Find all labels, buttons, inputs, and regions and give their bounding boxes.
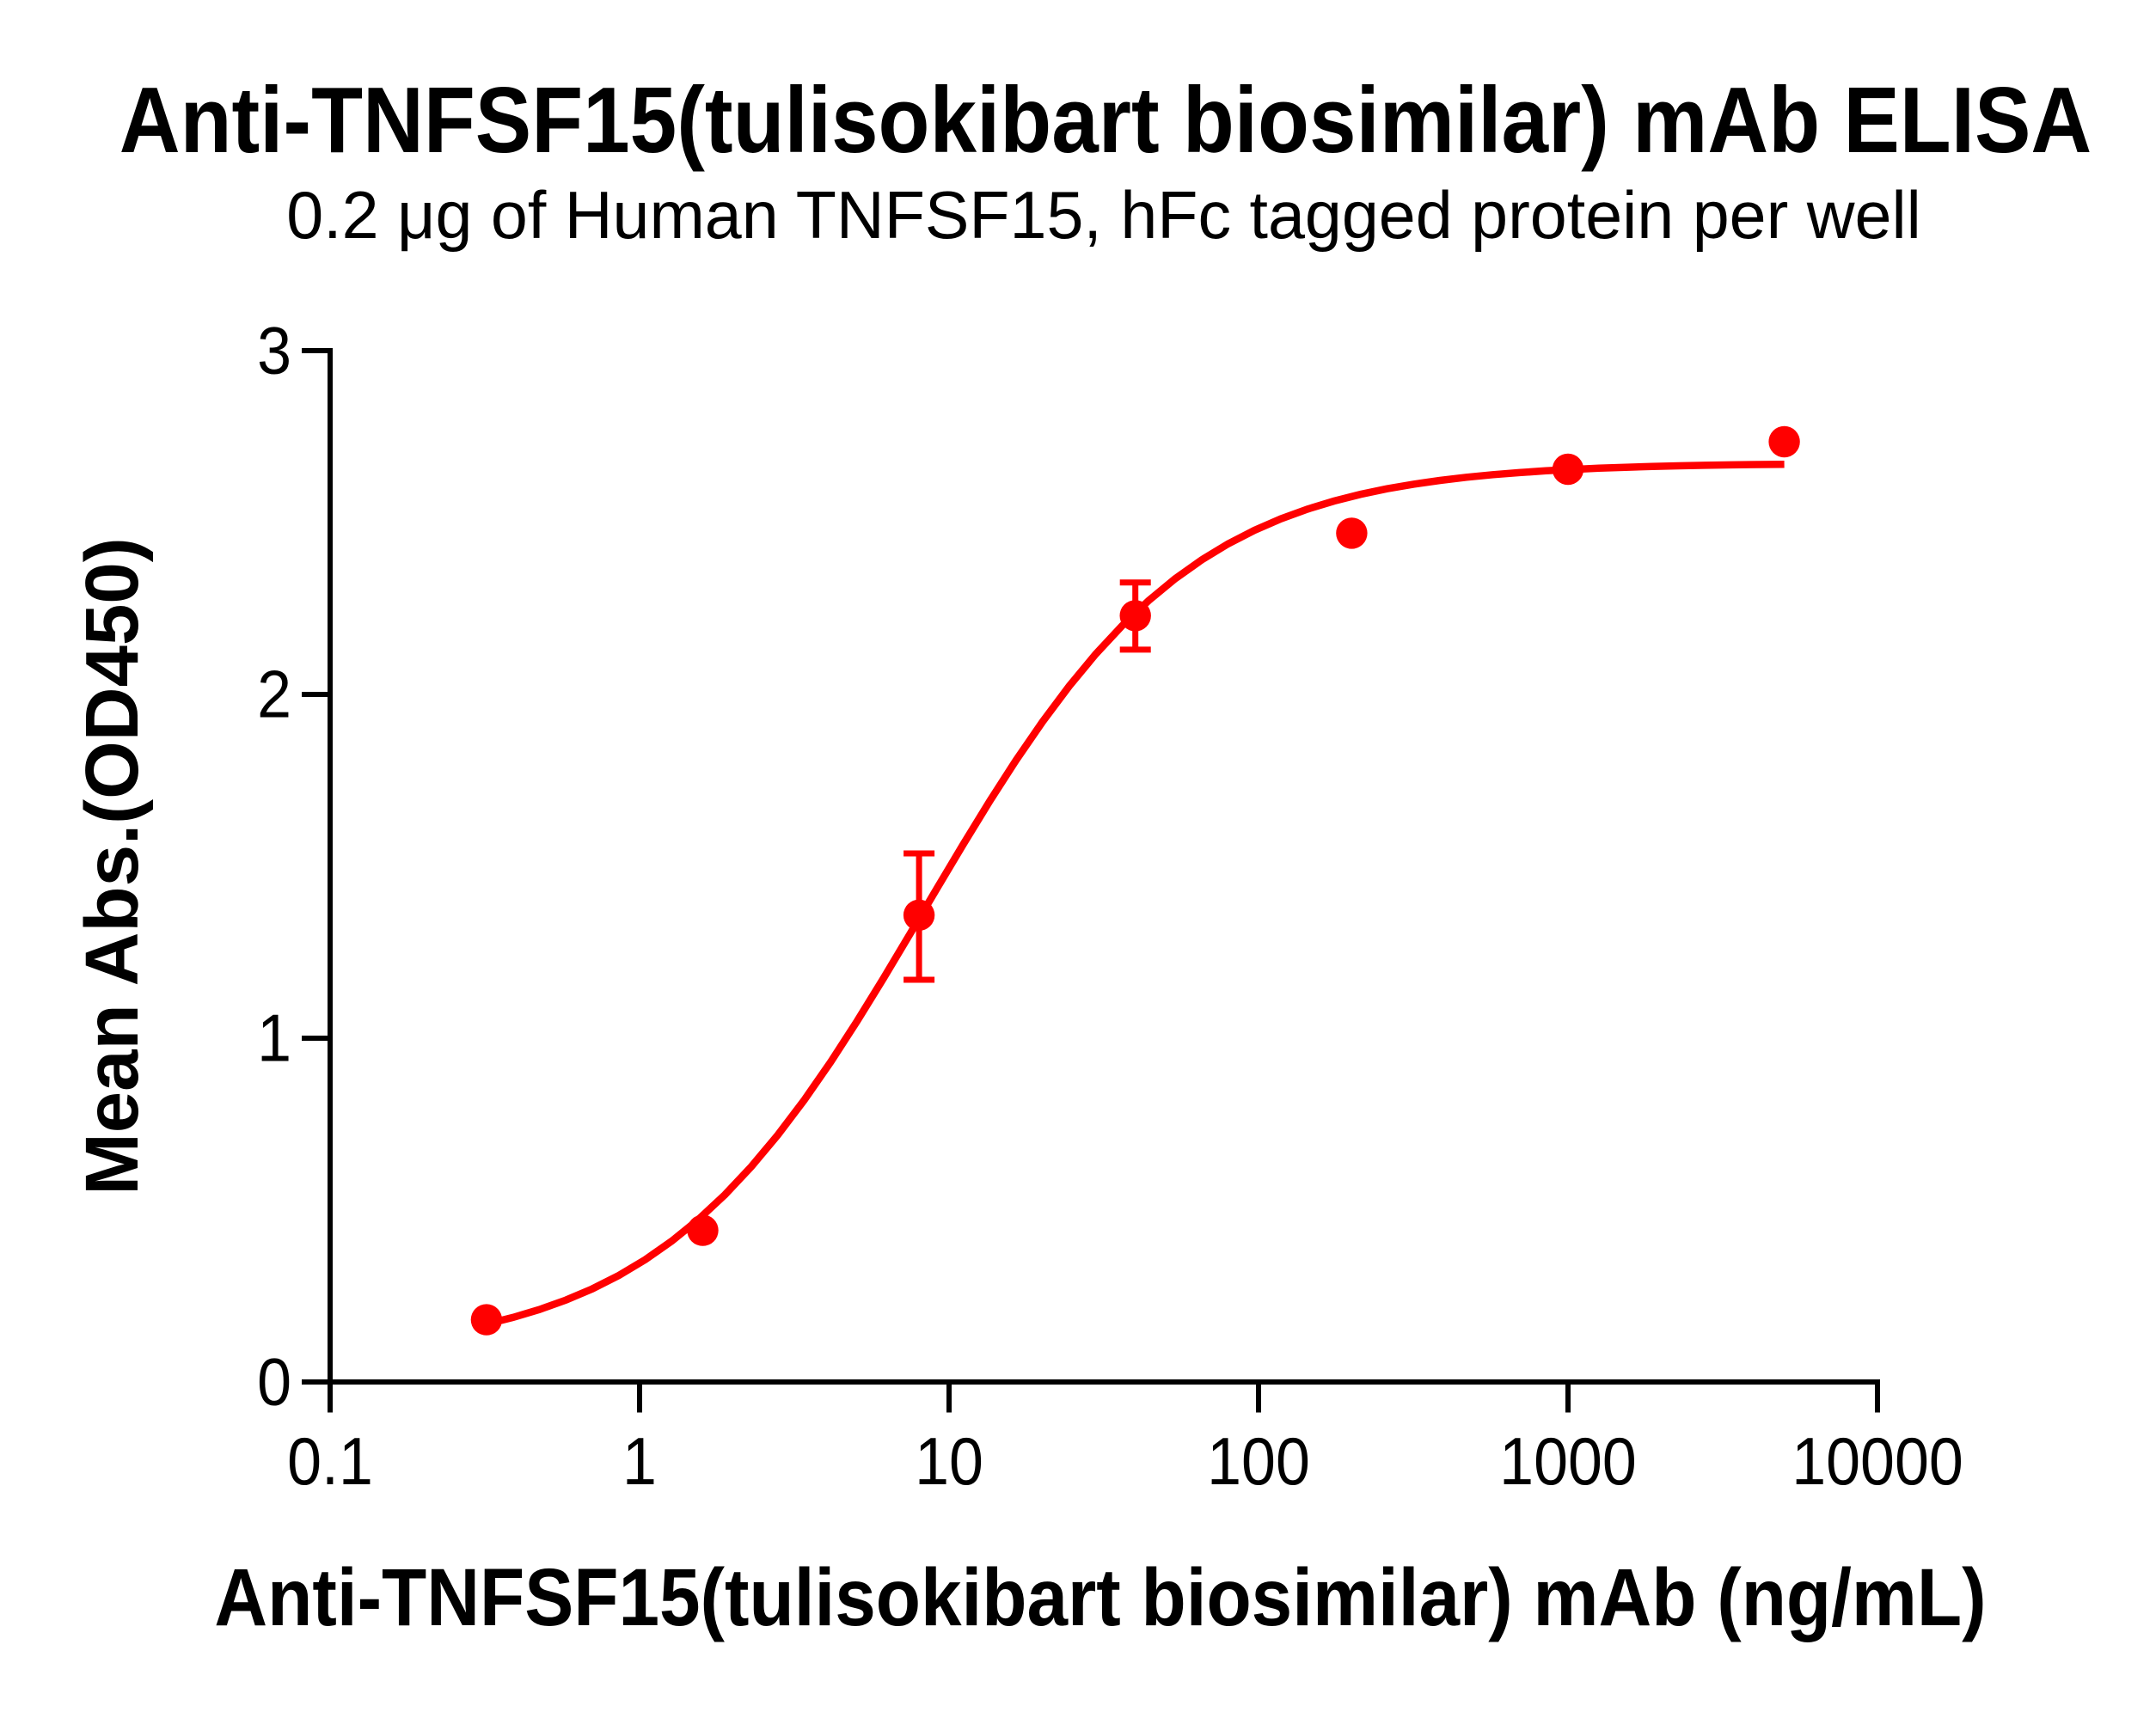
svg-text:Anti-TNFSF15(tulisokibart bios: Anti-TNFSF15(tulisokibart biosimilar) mA…	[119, 67, 2092, 172]
svg-text:1000: 1000	[1499, 1423, 1637, 1498]
svg-text:100: 100	[1207, 1423, 1310, 1498]
svg-text:1: 1	[622, 1423, 657, 1498]
svg-text:Mean Abs.(OD450): Mean Abs.(OD450)	[70, 537, 154, 1195]
svg-text:0: 0	[257, 1344, 291, 1419]
svg-text:10: 10	[915, 1423, 983, 1498]
svg-text:Anti-TNFSF15(tulisokibart bios: Anti-TNFSF15(tulisokibart biosimilar) mA…	[214, 1552, 1986, 1643]
svg-text:2: 2	[257, 657, 291, 731]
svg-text:0.1: 0.1	[287, 1423, 373, 1498]
svg-text:10000: 10000	[1792, 1423, 1963, 1498]
svg-text:0.2 μg of Human TNFSF15, hFc t: 0.2 μg of Human TNFSF15, hFc tagged prot…	[286, 179, 1921, 253]
svg-text:3: 3	[257, 313, 291, 388]
svg-text:1: 1	[257, 1000, 291, 1075]
